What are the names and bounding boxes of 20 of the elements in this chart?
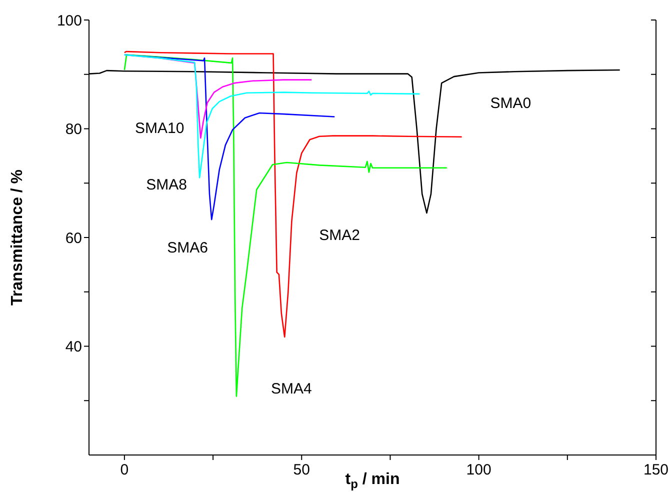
y-tick-label: 100 (56, 12, 82, 30)
line-series (124, 54, 336, 220)
series-label: SMA6 (167, 240, 208, 257)
text: SMA4 (270, 380, 312, 398)
line-series (124, 50, 462, 338)
line-series (124, 54, 448, 397)
y-axis-title: Transmittance / % (9, 169, 26, 306)
x-tick-label: 150 (643, 462, 669, 479)
y-tick-label: 80 (65, 121, 82, 138)
series-label: SMA8 (146, 176, 187, 194)
series-label: SMA0 (490, 95, 532, 112)
x-axis-title: t$_{p}$ / min (345, 471, 400, 491)
series-label: SMA2 (319, 227, 360, 244)
x-tick-label: 50 (293, 462, 310, 479)
series-label: SMA10 (135, 120, 184, 137)
y-tick-label: 60 (65, 230, 82, 247)
x-tick-label: 100 (466, 462, 492, 479)
line-series (124, 54, 420, 178)
x-tick-label: 0 (120, 462, 129, 479)
y-tick-label: 40 (65, 338, 82, 356)
